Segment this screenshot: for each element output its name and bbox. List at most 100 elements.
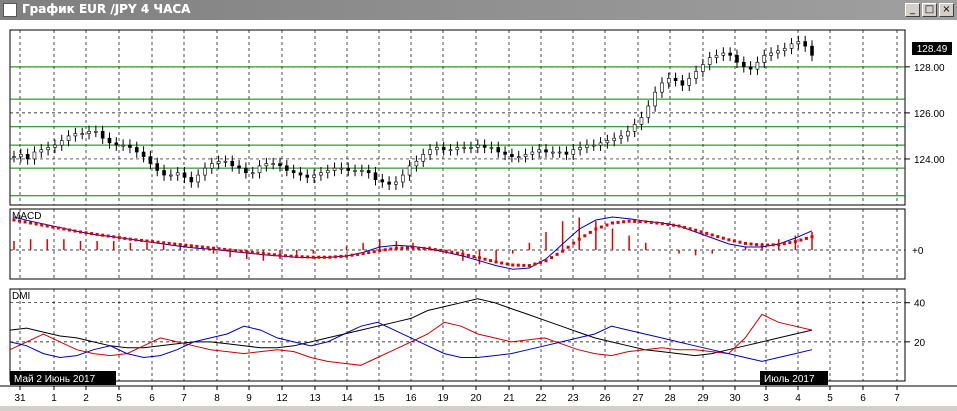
price-candle-body	[741, 61, 746, 68]
macd-zero-label: +0	[912, 246, 924, 257]
macd-signal-dot	[95, 232, 99, 236]
x-tick-label: 29	[697, 393, 709, 404]
chart-area[interactable]: 128.00 126.00 124.00 128.49 MACD +0 40 20 D…	[0, 20, 957, 406]
macd-signal-dot	[505, 262, 509, 266]
macd-signal-dot	[239, 249, 243, 253]
macd-signal-dot	[527, 264, 531, 268]
x-tick-label: 14	[341, 393, 353, 404]
price-candle-body	[735, 55, 739, 63]
macd-signal-dot	[561, 249, 565, 253]
x-tick-label: 19	[437, 393, 449, 404]
x-tick-label: 16	[405, 393, 417, 404]
macd-signal-dot	[372, 250, 376, 254]
price-candle-body	[155, 163, 160, 171]
macd-signal-dot	[627, 219, 631, 223]
macd-signal-dot	[167, 241, 171, 245]
price-candle-body	[148, 156, 153, 164]
macd-signal-dot	[378, 249, 382, 253]
price-candle-body	[803, 41, 807, 47]
macd-signal-dot	[12, 218, 16, 222]
macd-signal-dot	[511, 263, 515, 267]
price-candle-body	[482, 144, 487, 148]
macd-signal-dot	[23, 220, 27, 224]
macd-signal-dot	[644, 220, 648, 224]
period-start-label: Май 2 Июнь 2017	[14, 374, 96, 385]
macd-signal-dot	[123, 236, 127, 240]
macd-signal-dot	[306, 255, 310, 259]
price-candle-body	[776, 50, 780, 54]
price-candle-body	[257, 165, 262, 174]
price-candle-body	[360, 170, 364, 172]
macd-signal-dot	[516, 263, 520, 267]
macd-signal-dot	[328, 255, 332, 259]
price-candle-body	[551, 151, 555, 154]
price-candle-body	[441, 147, 446, 151]
macd-signal-dot	[84, 231, 88, 235]
macd-signal-dot	[333, 255, 337, 259]
price-candle-body	[544, 149, 548, 153]
close-button[interactable]: ×	[939, 3, 954, 17]
price-candle-body	[755, 61, 760, 70]
price-candle-body	[312, 174, 316, 178]
price-candle-body	[332, 167, 337, 171]
price-candle-body	[80, 133, 85, 135]
macd-signal-dot	[749, 242, 753, 246]
macd-signal-dot	[350, 253, 354, 257]
dmi-series	[9, 298, 813, 366]
chart-svg: 128.00 126.00 124.00 128.49 MACD +0 40 20 D…	[0, 29, 957, 404]
macd-signal-dot	[317, 255, 321, 259]
macd-signal-dot	[173, 242, 177, 246]
price-candle-body	[680, 80, 685, 86]
macd-signal-dot	[156, 240, 160, 244]
x-tick-label: 30	[729, 393, 741, 404]
x-tick-label: 6	[860, 393, 866, 404]
price-candle-body	[489, 147, 494, 149]
price-candle-body	[203, 167, 207, 176]
price-candle-body	[305, 174, 310, 178]
macd-signal-dot	[45, 224, 49, 228]
macd-signal-dot	[117, 236, 121, 240]
macd-signal-dot	[544, 259, 548, 263]
minimize-button[interactable]: _	[905, 3, 920, 17]
macd-signal-dot	[461, 252, 465, 256]
title-bar[interactable]: График EUR /JPY 4 ЧАСА _ □ ×	[0, 0, 957, 20]
macd-signal-dot	[533, 262, 537, 266]
price-candle-body	[107, 137, 112, 144]
price-candle-body	[632, 124, 637, 132]
price-candle-body	[121, 144, 125, 147]
macd-signal-dot	[272, 253, 276, 257]
price-candle-body	[475, 144, 480, 148]
period-end-label: Июль 2017	[764, 374, 815, 385]
macd-signal-dot	[455, 251, 459, 255]
dmi-y-tick-label: 20	[914, 338, 926, 349]
price-axis: 128.00 126.00 124.00	[905, 63, 945, 166]
x-tick-label: 23	[567, 393, 579, 404]
x-tick-label: 31	[14, 393, 26, 404]
macd-signal-dot	[195, 244, 199, 248]
macd-signal-dot	[500, 261, 504, 265]
macd-signal-dot	[588, 230, 592, 234]
period-start-badge	[10, 371, 116, 385]
macd-signal-dot	[417, 246, 421, 250]
price-candle-body	[278, 163, 282, 167]
macd-signal-dot	[771, 243, 775, 247]
macd-signal-dot	[256, 251, 260, 255]
macd-signal-dot	[339, 254, 343, 258]
dmi-axis: 40 20	[905, 299, 926, 349]
price-candle-body	[762, 55, 767, 63]
maximize-button[interactable]: □	[922, 3, 937, 17]
macd-signal-dot	[638, 220, 642, 224]
price-candle-body	[612, 137, 617, 141]
x-tick-label: 1	[51, 393, 57, 404]
macd-signal-dot	[411, 246, 415, 250]
dmi-label: DMI	[12, 291, 30, 302]
price-candle-body	[728, 52, 732, 56]
macd-signal-dot	[572, 241, 576, 245]
price-green-hlines	[10, 66, 905, 197]
price-candle-body	[114, 142, 119, 146]
current-price-badge	[912, 42, 952, 55]
price-candle-body	[789, 43, 794, 49]
macd-signal-dot	[744, 241, 747, 245]
price-candle-body	[448, 149, 453, 152]
x-tick-label: 28	[664, 393, 676, 404]
